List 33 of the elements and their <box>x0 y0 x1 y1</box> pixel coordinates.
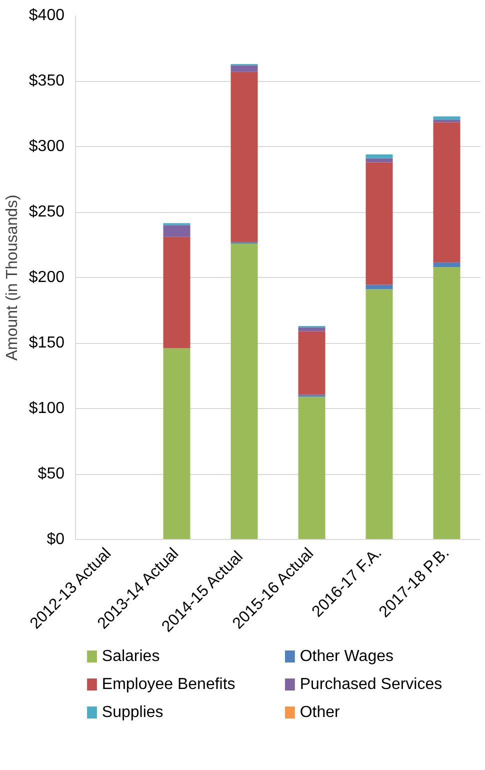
bar <box>366 154 393 158</box>
legend-label: Employee Benefits <box>102 676 236 693</box>
y-tick-label: $150 <box>28 334 65 352</box>
bar <box>163 236 190 348</box>
y-tick-label: $250 <box>28 204 65 220</box>
y-tick-label: $300 <box>28 138 65 155</box>
y-tick-label: $400 <box>28 7 65 24</box>
legend-label: Other Wages <box>300 648 394 665</box>
bar <box>366 284 393 290</box>
bar <box>433 120 460 122</box>
bar <box>230 65 258 72</box>
bar <box>433 122 460 262</box>
bar <box>433 116 460 120</box>
bar <box>163 225 190 237</box>
legend-label: Purchased Services <box>300 676 442 693</box>
bar <box>298 396 326 540</box>
bar <box>230 72 258 242</box>
y-axis-title: Amount (in Thousands) <box>4 194 21 361</box>
y-tick-label: $0 <box>46 531 65 548</box>
bar <box>366 162 393 285</box>
legend-label: Salaries <box>102 648 160 665</box>
y-tick-label: $350 <box>28 72 65 90</box>
bar <box>433 262 460 268</box>
bar <box>298 331 326 395</box>
y-tick-label: $100 <box>28 400 65 417</box>
bar <box>366 289 393 540</box>
y-tick-label: $50 <box>38 466 65 482</box>
bar <box>230 243 258 540</box>
bar <box>163 348 190 540</box>
bar <box>433 267 460 540</box>
y-tick-label: $200 <box>28 269 65 286</box>
legend-label: Supplies <box>102 704 164 721</box>
legend-label: Other <box>300 704 341 721</box>
